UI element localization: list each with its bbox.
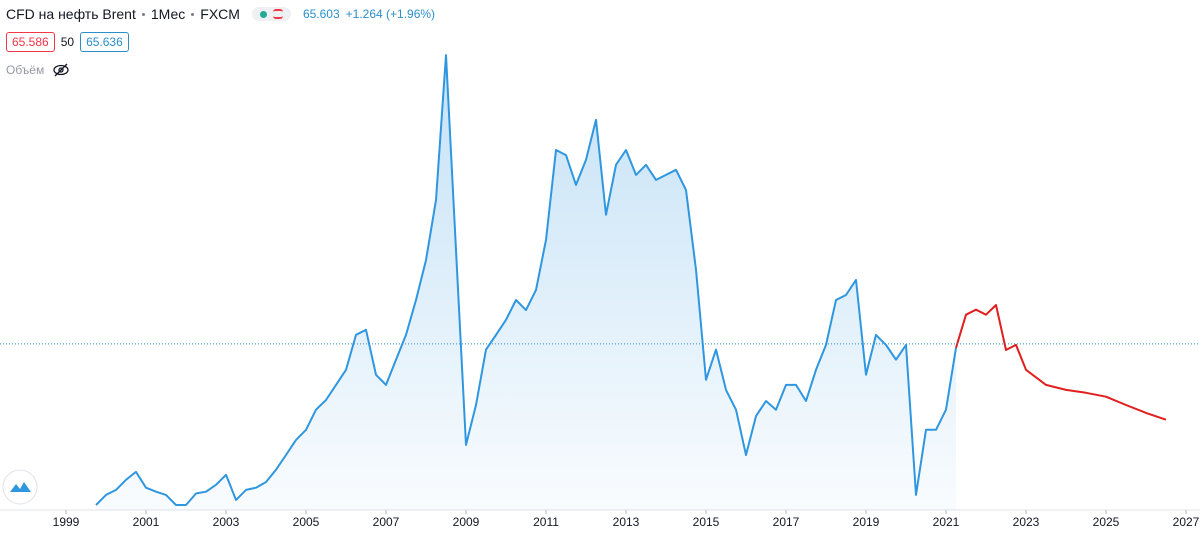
x-tick-label: 1999 (53, 515, 80, 529)
x-tick-label: 2011 (533, 515, 559, 529)
bid-ask: 65.586 50 65.636 (6, 32, 129, 52)
x-tick-label: 2021 (933, 515, 960, 529)
exchange: FXCM (200, 6, 240, 22)
x-tick-label: 2007 (373, 515, 400, 529)
x-tick-label: 2013 (613, 515, 640, 529)
area-fill (96, 55, 956, 510)
price-line (955, 304, 1167, 421)
last-price: 65.603 (302, 7, 340, 21)
x-tick-label: 2017 (773, 515, 800, 529)
x-tick-label: 2003 (213, 515, 240, 529)
separator (141, 12, 145, 16)
bid[interactable]: 65.586 (6, 32, 55, 52)
x-tick-label: 2027 (1173, 515, 1200, 529)
volume-label: Объём (6, 63, 45, 77)
delay-icon (272, 9, 283, 19)
x-tick-label: 2025 (1093, 515, 1120, 529)
volume-row: Объём (6, 63, 70, 77)
x-tick-label: 2009 (453, 515, 480, 529)
ask[interactable]: 65.636 (80, 32, 129, 52)
status-pill[interactable] (251, 7, 291, 21)
interval[interactable]: 1Мес (150, 6, 186, 22)
tv-logo[interactable] (2, 469, 38, 505)
spread: 50 (60, 35, 75, 49)
x-tick-label: 2023 (1013, 515, 1040, 529)
price-line (95, 54, 957, 506)
price-change: +1.264 (+1.96%) (345, 7, 436, 21)
symbol[interactable]: CFD на нефть Brent (6, 6, 136, 22)
x-tick-label: 2005 (293, 515, 320, 529)
hidden-eye-icon[interactable] (52, 63, 70, 77)
separator (191, 12, 195, 16)
x-tick-label: 2001 (133, 515, 160, 529)
legend-header: CFD на нефть Brent 1Мес FXCM 65.603 +1.2… (6, 6, 435, 22)
market-open-dot (259, 10, 267, 18)
x-tick-label: 2015 (693, 515, 720, 529)
x-tick-label: 2019 (853, 515, 880, 529)
